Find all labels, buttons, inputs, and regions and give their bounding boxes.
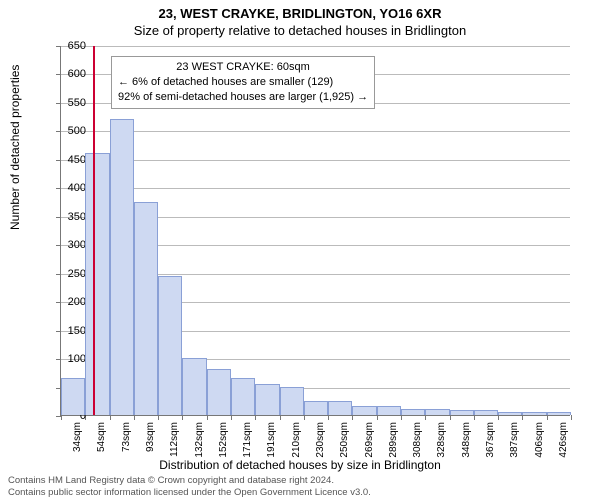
x-tick-mark (352, 415, 353, 420)
x-tick-label: 426sqm (558, 422, 569, 462)
x-tick-label: 112sqm (169, 422, 180, 462)
x-tick-label: 367sqm (485, 422, 496, 462)
histogram-bar (547, 412, 571, 415)
x-tick-label: 132sqm (194, 422, 205, 462)
histogram-bar (377, 406, 401, 415)
x-tick-mark (547, 415, 548, 420)
x-tick-label: 93sqm (145, 422, 156, 462)
histogram-bar (207, 369, 231, 415)
x-tick-label: 230sqm (315, 422, 326, 462)
histogram-bar (255, 384, 279, 415)
x-tick-mark (425, 415, 426, 420)
histogram-bar (425, 409, 449, 415)
x-tick-mark (207, 415, 208, 420)
annotation-line: ← 6% of detached houses are smaller (129… (118, 75, 368, 90)
x-tick-label: 171sqm (242, 422, 253, 462)
x-tick-label: 152sqm (218, 422, 229, 462)
x-tick-label: 406sqm (534, 422, 545, 462)
histogram-bar (110, 119, 134, 415)
histogram-bar (304, 401, 328, 415)
annotation-line: 23 WEST CRAYKE: 60sqm (118, 60, 368, 75)
x-tick-mark (134, 415, 135, 420)
x-tick-mark (158, 415, 159, 420)
x-tick-label: 348sqm (461, 422, 472, 462)
chart-container: 23, WEST CRAYKE, BRIDLINGTON, YO16 6XR S… (0, 0, 600, 500)
x-tick-mark (474, 415, 475, 420)
x-tick-mark (377, 415, 378, 420)
footer-attribution: Contains HM Land Registry data © Crown c… (8, 475, 371, 498)
x-tick-label: 34sqm (72, 422, 83, 462)
x-tick-label: 191sqm (266, 422, 277, 462)
x-tick-label: 54sqm (96, 422, 107, 462)
histogram-bar (352, 406, 376, 415)
x-tick-mark (231, 415, 232, 420)
chart-title-desc: Size of property relative to detached ho… (0, 21, 600, 38)
x-tick-mark (522, 415, 523, 420)
histogram-bar (401, 409, 425, 415)
x-tick-mark (401, 415, 402, 420)
annotation-line: 92% of semi-detached houses are larger (… (118, 90, 368, 105)
histogram-bar (328, 401, 352, 415)
x-tick-mark (182, 415, 183, 420)
x-tick-mark (110, 415, 111, 420)
histogram-bar (182, 358, 206, 415)
x-tick-mark (571, 415, 572, 420)
x-tick-label: 269sqm (364, 422, 375, 462)
histogram-bar (450, 410, 474, 415)
footer-line-1: Contains HM Land Registry data © Crown c… (8, 475, 371, 486)
histogram-bar (231, 378, 255, 415)
histogram-bar (474, 410, 498, 415)
histogram-bar (85, 153, 109, 415)
annotation-box: 23 WEST CRAYKE: 60sqm← 6% of detached ho… (111, 56, 375, 109)
x-tick-label: 328sqm (436, 422, 447, 462)
x-tick-label: 73sqm (121, 422, 132, 462)
property-marker-line (93, 46, 95, 415)
histogram-bar (280, 387, 304, 415)
footer-line-2: Contains public sector information licen… (8, 487, 371, 498)
x-tick-mark (255, 415, 256, 420)
x-tick-mark (304, 415, 305, 420)
x-tick-mark (450, 415, 451, 420)
x-tick-label: 289sqm (388, 422, 399, 462)
y-axis-label: Number of detached properties (8, 65, 22, 230)
chart-plot-area: 23 WEST CRAYKE: 60sqm← 6% of detached ho… (60, 46, 570, 416)
x-tick-mark (498, 415, 499, 420)
x-tick-label: 308sqm (412, 422, 423, 462)
x-tick-mark (328, 415, 329, 420)
histogram-bar (158, 276, 182, 415)
x-tick-label: 250sqm (339, 422, 350, 462)
histogram-bar (134, 202, 158, 415)
chart-title-address: 23, WEST CRAYKE, BRIDLINGTON, YO16 6XR (0, 0, 600, 21)
x-tick-mark (280, 415, 281, 420)
x-tick-label: 387sqm (509, 422, 520, 462)
histogram-bar (522, 412, 546, 415)
x-tick-label: 210sqm (291, 422, 302, 462)
histogram-bar (61, 378, 85, 415)
histogram-bar (498, 412, 522, 415)
